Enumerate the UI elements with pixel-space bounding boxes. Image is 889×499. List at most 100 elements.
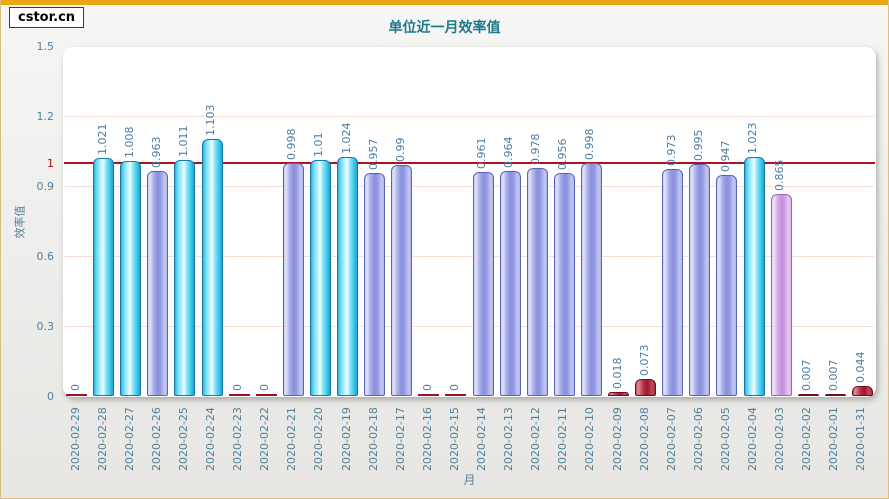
y-tick-label: 1.2 [36,110,55,123]
x-tick-label: 2020-02-17 [388,399,415,477]
x-tick-label: 2020-02-29 [63,399,90,477]
reference-line [64,161,875,164]
bar-2020-02-22[interactable] [255,394,277,396]
gridline [65,326,874,327]
bar-value-text: 1.01 [312,132,326,158]
bar-2020-02-09[interactable] [608,392,630,396]
bar-value-text: 0 [447,384,461,391]
x-tick-text: 2020-02-14 [475,407,489,471]
bar-2020-02-03[interactable] [770,194,792,396]
bar-2020-02-28[interactable] [93,158,115,396]
x-tick-label: 2020-01-31 [849,399,876,477]
x-tick-text: 2020-02-24 [204,407,218,471]
gridline [65,256,874,257]
x-tick-label: 2020-02-04 [741,399,768,477]
x-tick-text: 2020-02-08 [637,407,651,471]
x-tick-label: 2020-02-02 [795,399,822,477]
x-tick-label: 2020-02-07 [659,399,686,477]
x-tick-label: 2020-02-23 [226,399,253,477]
bar-2020-02-05[interactable] [716,175,738,396]
x-tick-label: 2020-02-25 [171,399,198,477]
bar-value-text: 0 [258,384,272,391]
x-tick-text: 2020-02-20 [312,407,326,471]
bar-2020-02-02[interactable] [797,394,819,396]
bar-value-text: 0.044 [854,351,868,384]
bar-value-text: 0.018 [610,357,624,390]
x-tick-text: 2020-01-31 [854,407,868,471]
bar-2020-02-10[interactable] [580,163,602,396]
x-tick-label: 2020-02-22 [253,399,280,477]
y-tick-label: 0.3 [36,320,55,333]
bar-2020-02-19[interactable] [337,157,359,396]
plot-area: 0 1.021 1.008 0.963 1.011 1.103 0 0 0.998 1.01 1.0… [63,47,876,397]
x-tick-text: 2020-02-19 [339,407,353,471]
bar-2020-02-29[interactable] [66,394,88,396]
bar-2020-02-04[interactable] [743,157,765,396]
plot-panel: 0 1.021 1.008 0.963 1.011 1.103 0 0 0.998 1.01 1.0… [63,47,876,397]
x-tick-label: 2020-02-21 [280,399,307,477]
x-tick-label: 2020-02-19 [334,399,361,477]
x-tick-text: 2020-02-28 [95,407,109,471]
bar-2020-02-13[interactable] [499,171,521,396]
bar-value-text: 0.073 [637,344,651,377]
x-tick-label: 2020-02-27 [117,399,144,477]
bar-2020-02-27[interactable] [120,161,142,396]
bar-2020-02-12[interactable] [526,168,548,396]
bar-2020-02-01[interactable] [824,394,846,396]
bar-2020-02-23[interactable] [228,394,250,396]
x-tick-text: 2020-02-15 [447,407,461,471]
x-tick-label: 2020-02-13 [497,399,524,477]
bar-2020-02-06[interactable] [689,164,711,396]
bar-2020-02-21[interactable] [282,163,304,396]
x-tick-label: 2020-02-15 [442,399,469,477]
bar-value-text: 1.011 [176,125,190,158]
x-tick-label: 2020-02-16 [415,399,442,477]
x-tick-label: 2020-02-10 [578,399,605,477]
x-tick-text: 2020-02-27 [122,407,136,471]
bar-value-text: 0.978 [529,133,543,166]
x-tick-label: 2020-02-26 [144,399,171,477]
bar-2020-02-17[interactable] [391,165,413,396]
bar-2020-02-16[interactable] [418,394,440,396]
bar-2020-02-26[interactable] [147,171,169,396]
bar-value-text: 0.964 [502,136,516,169]
brand-badge[interactable]: cstor.cn [9,7,85,28]
gridline [65,116,874,117]
x-tick-text: 2020-02-09 [610,407,624,471]
bar-2020-02-07[interactable] [662,169,684,396]
bar-value-text: 0 [420,384,434,391]
x-tick-text: 2020-02-23 [231,407,245,471]
top-accent-bar [1,0,888,5]
bar-2020-02-08[interactable] [635,379,657,396]
x-tick-text: 2020-02-26 [149,407,163,471]
x-tick-label: 2020-02-18 [361,399,388,477]
x-tick-text: 2020-02-29 [68,407,82,471]
bar-2020-02-25[interactable] [174,160,196,396]
bar-value-text: 0.998 [583,128,597,161]
x-tick-text: 2020-02-05 [718,407,732,471]
x-tick-text: 2020-02-07 [664,407,678,471]
y-tick-label: 0.9 [36,180,55,193]
bar-value-text: 0.007 [800,359,814,392]
bar-value-text: 0 [68,384,82,391]
bar-value-text: 0.865 [773,159,787,192]
bar-value-text: 0.963 [149,136,163,169]
x-tick-label: 2020-02-24 [199,399,226,477]
bar-2020-02-11[interactable] [553,173,575,396]
bar-value-text: 1.023 [746,122,760,155]
bar-2020-02-14[interactable] [472,172,494,396]
bar-value-text: 1.103 [204,104,218,137]
x-tick-label: 2020-02-11 [551,399,578,477]
bar-value-text: 0.998 [285,128,299,161]
bar-2020-02-15[interactable] [445,394,467,396]
bar-2020-02-24[interactable] [201,139,223,396]
y-axis-ticks: 1.5 1.2 1 0.9 0.6 0.3 0 [1,40,57,403]
bar-value-text: 0.99 [393,137,407,163]
bar-2020-02-20[interactable] [309,160,331,396]
bar-value-text: 0.995 [691,129,705,162]
bar-2020-02-18[interactable] [364,173,386,396]
x-tick-text: 2020-02-18 [366,407,380,471]
bar-value-text: 1.024 [339,122,353,155]
x-tick-label: 2020-02-09 [605,399,632,477]
bar-2020-01-31[interactable] [851,386,873,396]
